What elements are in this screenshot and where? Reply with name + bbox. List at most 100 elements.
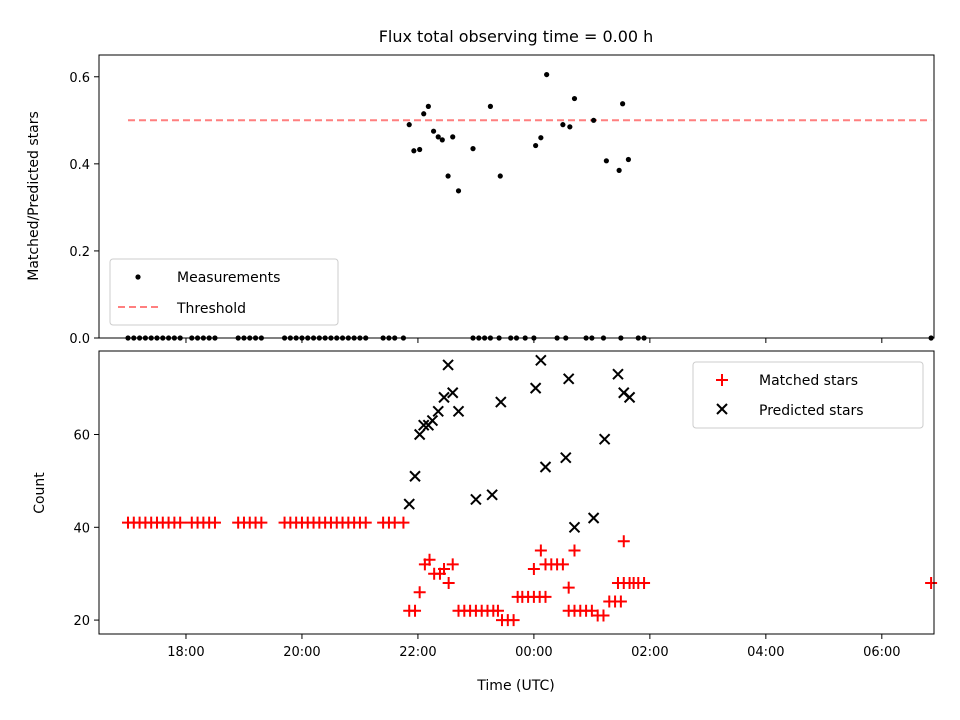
measurements-point [425,103,431,109]
y-tick-label: 20 [73,614,90,629]
predicted-stars-point [560,451,572,464]
matched-stars-point [597,609,610,622]
measurements-point [538,135,544,141]
y-tick-label: 0.2 [69,245,90,260]
top-panel: 0.0 0.2 0.4 0.6 [69,71,934,347]
y-tick-label: 40 [73,521,90,536]
predicted-stars-point [486,489,498,501]
chart-title: Flux total observing time = 0.00 h [379,27,654,46]
measurements-point [591,117,597,123]
matched-stars-point [534,544,547,557]
matched-stars-point [255,516,268,529]
x-tick-label: 22:00 [399,645,436,660]
measurements-point [616,167,622,173]
predicted-stars-point [612,368,624,380]
measurements-point [497,173,503,179]
matched-stars-point [442,576,455,589]
measurements-point [625,156,632,163]
matched-stars-point [617,535,630,548]
matched-stars-point [925,576,938,589]
matched-stars-point [568,544,581,557]
predicted-stars-point [418,419,430,431]
top-legend-box [109,258,339,326]
matched-stars-point [423,553,436,566]
matched-stars-point [527,563,540,576]
matched-stars-point [562,581,575,594]
matched-stars-point [556,558,569,571]
predicted-stars-point [442,359,454,371]
matched-stars-point [507,614,520,627]
matched-stars-point [359,516,372,529]
measurements-point [439,137,445,143]
predicted-stars-point [539,461,552,473]
bottom-legend: Matched stars Predicted stars [692,361,924,429]
measurements-point [470,146,476,152]
predicted-stars-point [535,354,547,366]
matched-stars-point [446,558,459,571]
y-tick-label: 60 [73,429,90,444]
bottom-y-axis-label: Count [32,472,48,514]
measurements-point [435,134,441,140]
measurements-point [406,122,412,128]
matched-stars-point [208,516,221,529]
predicted-stars-point [413,428,426,441]
x-axis-label: Time (UTC) [476,678,554,694]
legend-predicted-label: Predicted stars [759,403,864,419]
predicted-stars-point [403,498,415,510]
measurements-point [620,101,626,107]
x-tick-label: 18:00 [167,645,204,660]
legend-matched-label: Matched stars [759,373,858,389]
bottom-panel-frame [98,350,935,635]
predicted-stars-point [432,405,444,418]
predicted-stars-point [623,391,636,404]
predicted-stars-point [470,493,482,506]
measurements-point [455,188,462,194]
measurements-point [560,122,566,128]
y-tick-label: 0.4 [69,158,90,173]
bottom-legend-box [692,361,924,429]
legend-threshold-label: Threshold [176,301,246,317]
measurements-point [533,142,539,149]
predicted-stars-point [598,433,611,445]
x-tick-label: 04:00 [747,645,784,660]
measurements-point [571,95,578,102]
predicted-stars-point [568,521,581,534]
measurements-point [567,124,573,130]
top-legend: Measurements Threshold [109,258,339,326]
bottom-panel: 20 40 60 18:00 20:00 22:00 00:00 02:00 04:00 06:0… [73,354,938,660]
predicted-stars-point [438,391,450,404]
top-panel-frame [98,54,935,339]
predicted-stars-point [529,382,542,394]
x-tick-label: 00:00 [515,645,552,660]
predicted-stars-point [426,414,439,427]
matched-stars-point [409,604,422,617]
legend-measurements-label: Measurements [177,270,280,286]
matched-stars-point [397,516,410,529]
predicted-stars-point [587,512,600,524]
matched-stars-point [491,604,504,617]
matched-stars-point [174,516,187,529]
top-y-axis-label: Matched/Predicted stars [26,111,42,281]
measurements-point [411,148,417,154]
matched-stars-point [638,576,651,589]
matched-stars-point [413,586,426,599]
matched-stars-point [438,563,451,576]
measurements-point [450,134,456,140]
measurements-point [417,146,423,153]
matched-stars-point [614,595,627,608]
measurements-point [421,111,427,117]
predicted-stars-point [495,396,507,408]
x-tick-label: 02:00 [631,645,668,660]
measurements-point [430,128,437,134]
x-tick-label: 20:00 [283,645,320,660]
predicted-stars-point [562,373,575,385]
measurements-point [544,71,550,78]
predicted-stars-point [447,387,459,399]
legend-predicted-marker [716,403,728,415]
measurements-point [603,158,609,164]
measurements-point [487,103,494,109]
legend-matched-marker [716,374,728,386]
y-tick-label: 0.0 [69,332,90,347]
